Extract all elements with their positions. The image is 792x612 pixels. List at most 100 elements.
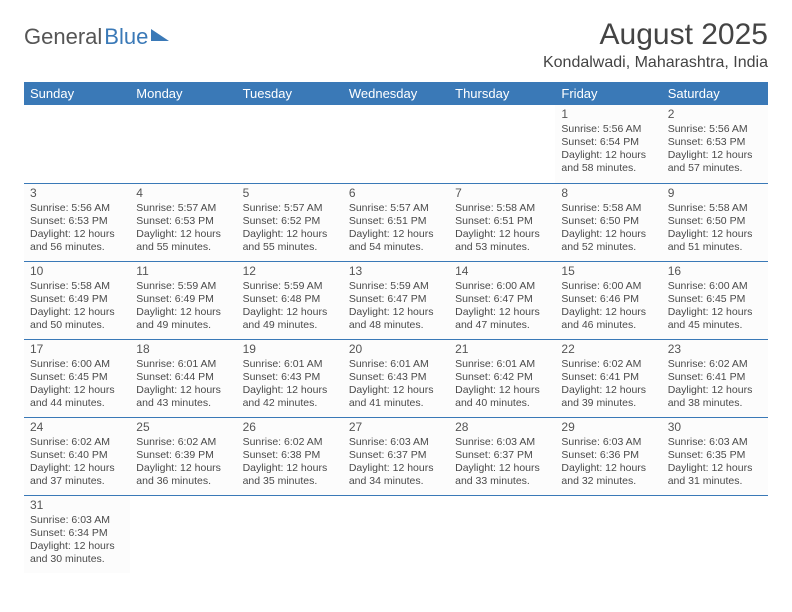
day-number: 26 (243, 420, 337, 435)
calendar-cell: 5Sunrise: 5:57 AMSunset: 6:52 PMDaylight… (237, 183, 343, 261)
calendar-cell: 14Sunrise: 6:00 AMSunset: 6:47 PMDayligh… (449, 261, 555, 339)
sunset-line: Sunset: 6:40 PM (30, 449, 124, 462)
day-number: 12 (243, 264, 337, 279)
calendar-cell (130, 495, 236, 573)
sunrise-line: Sunrise: 6:00 AM (30, 358, 124, 371)
calendar-cell (237, 495, 343, 573)
calendar-cell (449, 105, 555, 183)
sunset-line: Sunset: 6:51 PM (455, 215, 549, 228)
calendar-cell: 25Sunrise: 6:02 AMSunset: 6:39 PMDayligh… (130, 417, 236, 495)
daylight-line: Daylight: 12 hours and 57 minutes. (668, 149, 762, 175)
day-header: Wednesday (343, 82, 449, 105)
day-number: 9 (668, 186, 762, 201)
calendar-cell: 3Sunrise: 5:56 AMSunset: 6:53 PMDaylight… (24, 183, 130, 261)
sunset-line: Sunset: 6:34 PM (30, 527, 124, 540)
sunset-line: Sunset: 6:38 PM (243, 449, 337, 462)
sunrise-line: Sunrise: 6:02 AM (561, 358, 655, 371)
calendar-cell: 2Sunrise: 5:56 AMSunset: 6:53 PMDaylight… (662, 105, 768, 183)
day-number: 31 (30, 498, 124, 513)
sunset-line: Sunset: 6:39 PM (136, 449, 230, 462)
calendar-cell: 10Sunrise: 5:58 AMSunset: 6:49 PMDayligh… (24, 261, 130, 339)
sunset-line: Sunset: 6:44 PM (136, 371, 230, 384)
day-header: Saturday (662, 82, 768, 105)
sunset-line: Sunset: 6:43 PM (349, 371, 443, 384)
sunset-line: Sunset: 6:54 PM (561, 136, 655, 149)
daylight-line: Daylight: 12 hours and 55 minutes. (243, 228, 337, 254)
sunset-line: Sunset: 6:36 PM (561, 449, 655, 462)
sunrise-line: Sunrise: 5:58 AM (668, 202, 762, 215)
daylight-line: Daylight: 12 hours and 50 minutes. (30, 306, 124, 332)
daylight-line: Daylight: 12 hours and 38 minutes. (668, 384, 762, 410)
sunrise-line: Sunrise: 5:57 AM (136, 202, 230, 215)
calendar-cell: 31Sunrise: 6:03 AMSunset: 6:34 PMDayligh… (24, 495, 130, 573)
calendar-cell: 18Sunrise: 6:01 AMSunset: 6:44 PMDayligh… (130, 339, 236, 417)
sunrise-line: Sunrise: 6:02 AM (30, 436, 124, 449)
sunrise-line: Sunrise: 5:59 AM (243, 280, 337, 293)
daylight-line: Daylight: 12 hours and 34 minutes. (349, 462, 443, 488)
daylight-line: Daylight: 12 hours and 49 minutes. (136, 306, 230, 332)
day-number: 6 (349, 186, 443, 201)
sunrise-line: Sunrise: 6:00 AM (668, 280, 762, 293)
calendar-cell: 16Sunrise: 6:00 AMSunset: 6:45 PMDayligh… (662, 261, 768, 339)
day-header: Sunday (24, 82, 130, 105)
day-number: 7 (455, 186, 549, 201)
sunset-line: Sunset: 6:50 PM (668, 215, 762, 228)
day-number: 15 (561, 264, 655, 279)
sunrise-line: Sunrise: 6:01 AM (243, 358, 337, 371)
calendar-cell: 30Sunrise: 6:03 AMSunset: 6:35 PMDayligh… (662, 417, 768, 495)
sunset-line: Sunset: 6:49 PM (136, 293, 230, 306)
calendar-cell (237, 105, 343, 183)
sunrise-line: Sunrise: 6:01 AM (455, 358, 549, 371)
day-number: 30 (668, 420, 762, 435)
sunset-line: Sunset: 6:47 PM (455, 293, 549, 306)
sunrise-line: Sunrise: 5:58 AM (455, 202, 549, 215)
daylight-line: Daylight: 12 hours and 30 minutes. (30, 540, 124, 566)
day-number: 19 (243, 342, 337, 357)
calendar-cell (555, 495, 661, 573)
day-number: 25 (136, 420, 230, 435)
daylight-line: Daylight: 12 hours and 53 minutes. (455, 228, 549, 254)
sunset-line: Sunset: 6:46 PM (561, 293, 655, 306)
sunrise-line: Sunrise: 5:56 AM (30, 202, 124, 215)
day-number: 13 (349, 264, 443, 279)
day-header: Thursday (449, 82, 555, 105)
calendar-cell: 20Sunrise: 6:01 AMSunset: 6:43 PMDayligh… (343, 339, 449, 417)
sunset-line: Sunset: 6:45 PM (30, 371, 124, 384)
sunset-line: Sunset: 6:41 PM (561, 371, 655, 384)
sunrise-line: Sunrise: 5:59 AM (136, 280, 230, 293)
sunrise-line: Sunrise: 6:02 AM (243, 436, 337, 449)
calendar-cell: 12Sunrise: 5:59 AMSunset: 6:48 PMDayligh… (237, 261, 343, 339)
day-number: 18 (136, 342, 230, 357)
day-number: 22 (561, 342, 655, 357)
day-number: 2 (668, 107, 762, 122)
daylight-line: Daylight: 12 hours and 54 minutes. (349, 228, 443, 254)
brand-part2: Blue (104, 24, 148, 50)
sunrise-line: Sunrise: 6:03 AM (668, 436, 762, 449)
calendar-cell: 22Sunrise: 6:02 AMSunset: 6:41 PMDayligh… (555, 339, 661, 417)
calendar-cell: 7Sunrise: 5:58 AMSunset: 6:51 PMDaylight… (449, 183, 555, 261)
daylight-line: Daylight: 12 hours and 41 minutes. (349, 384, 443, 410)
day-number: 11 (136, 264, 230, 279)
day-number: 27 (349, 420, 443, 435)
daylight-line: Daylight: 12 hours and 55 minutes. (136, 228, 230, 254)
day-number: 17 (30, 342, 124, 357)
daylight-line: Daylight: 12 hours and 37 minutes. (30, 462, 124, 488)
brand-part1: General (24, 24, 102, 50)
brand-logo: GeneralBlue (24, 18, 169, 50)
daylight-line: Daylight: 12 hours and 52 minutes. (561, 228, 655, 254)
day-number: 8 (561, 186, 655, 201)
sunset-line: Sunset: 6:35 PM (668, 449, 762, 462)
sunrise-line: Sunrise: 6:03 AM (455, 436, 549, 449)
sunset-line: Sunset: 6:49 PM (30, 293, 124, 306)
daylight-line: Daylight: 12 hours and 35 minutes. (243, 462, 337, 488)
calendar-cell: 26Sunrise: 6:02 AMSunset: 6:38 PMDayligh… (237, 417, 343, 495)
sunset-line: Sunset: 6:43 PM (243, 371, 337, 384)
sunrise-line: Sunrise: 6:00 AM (561, 280, 655, 293)
calendar-cell: 1Sunrise: 5:56 AMSunset: 6:54 PMDaylight… (555, 105, 661, 183)
day-number: 10 (30, 264, 124, 279)
sunrise-line: Sunrise: 6:01 AM (349, 358, 443, 371)
sunset-line: Sunset: 6:51 PM (349, 215, 443, 228)
sunrise-line: Sunrise: 6:02 AM (668, 358, 762, 371)
sunrise-line: Sunrise: 5:57 AM (349, 202, 443, 215)
sunrise-line: Sunrise: 6:03 AM (30, 514, 124, 527)
